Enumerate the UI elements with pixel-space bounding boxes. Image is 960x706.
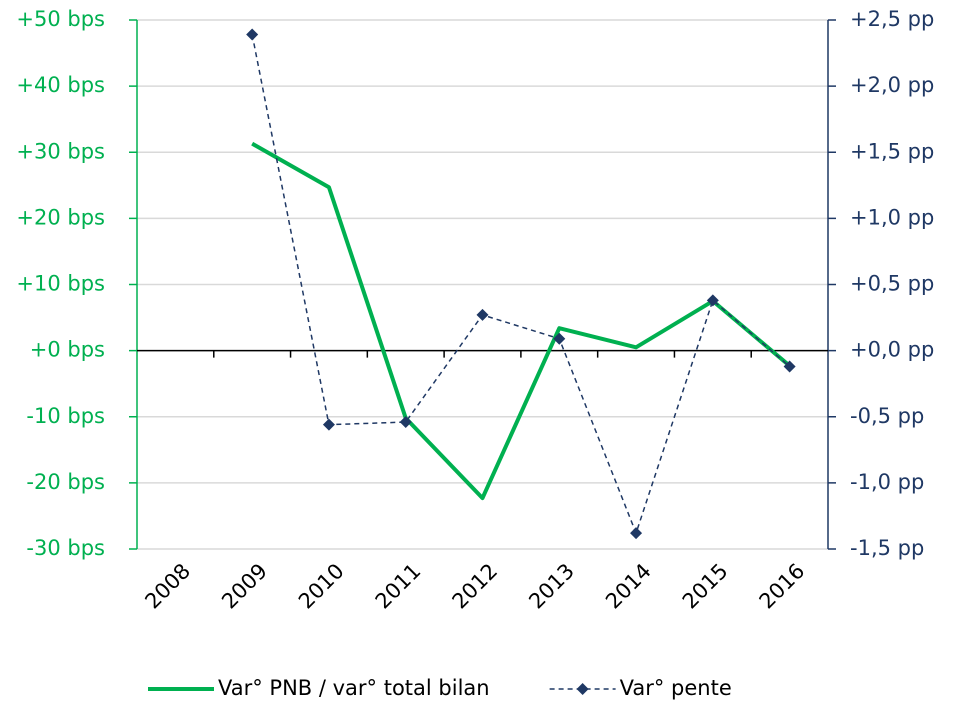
y-tick-label: +40 bps <box>16 73 105 97</box>
y-tick-label: -30 bps <box>26 536 105 560</box>
y-tick-label: +20 bps <box>16 205 105 229</box>
y2-tick-label: +2,0 pp <box>850 73 934 97</box>
x-tick-label: 2016 <box>755 559 810 614</box>
legend-label: Var° PNB / var° total bilan <box>218 676 490 700</box>
x-tick-label: 2014 <box>601 559 656 614</box>
y2-tick-label: +0,5 pp <box>850 272 934 296</box>
x-tick-label: 2013 <box>524 559 579 614</box>
marker <box>246 28 259 41</box>
marker <box>476 308 489 321</box>
marker <box>553 332 566 345</box>
x-tick-label: 2009 <box>217 559 272 614</box>
y-tick-label: +0 bps <box>30 338 105 362</box>
x-tick-label: 2010 <box>294 559 349 614</box>
y2-tick-label: -1,5 pp <box>850 536 924 560</box>
marker <box>399 416 412 429</box>
series-line <box>251 141 791 501</box>
marker <box>706 294 719 307</box>
y-tick-label: +50 bps <box>16 7 105 31</box>
y2-tick-label: +2,5 pp <box>850 7 934 31</box>
legend-label: Var° pente <box>620 676 732 700</box>
x-tick-label: 2008 <box>140 559 195 614</box>
y2-tick-label: +1,5 pp <box>850 139 934 163</box>
series-line <box>251 34 791 534</box>
x-tick-label: 2015 <box>678 559 733 614</box>
y-tick-label: -20 bps <box>26 470 105 494</box>
y2-tick-label: +1,0 pp <box>850 205 934 229</box>
marker <box>630 527 643 540</box>
y-tick-label: -10 bps <box>26 404 105 428</box>
marker <box>322 418 335 431</box>
x-tick-label: 2011 <box>371 559 426 614</box>
legend-marker <box>576 683 589 695</box>
marker <box>783 360 796 373</box>
y2-tick-label: -0,5 pp <box>850 404 924 428</box>
x-tick-label: 2012 <box>448 559 503 614</box>
y-tick-label: +30 bps <box>16 139 105 163</box>
y2-tick-label: +0,0 pp <box>850 338 934 362</box>
y2-tick-label: -1,0 pp <box>850 470 924 494</box>
y-tick-label: +10 bps <box>16 272 105 296</box>
